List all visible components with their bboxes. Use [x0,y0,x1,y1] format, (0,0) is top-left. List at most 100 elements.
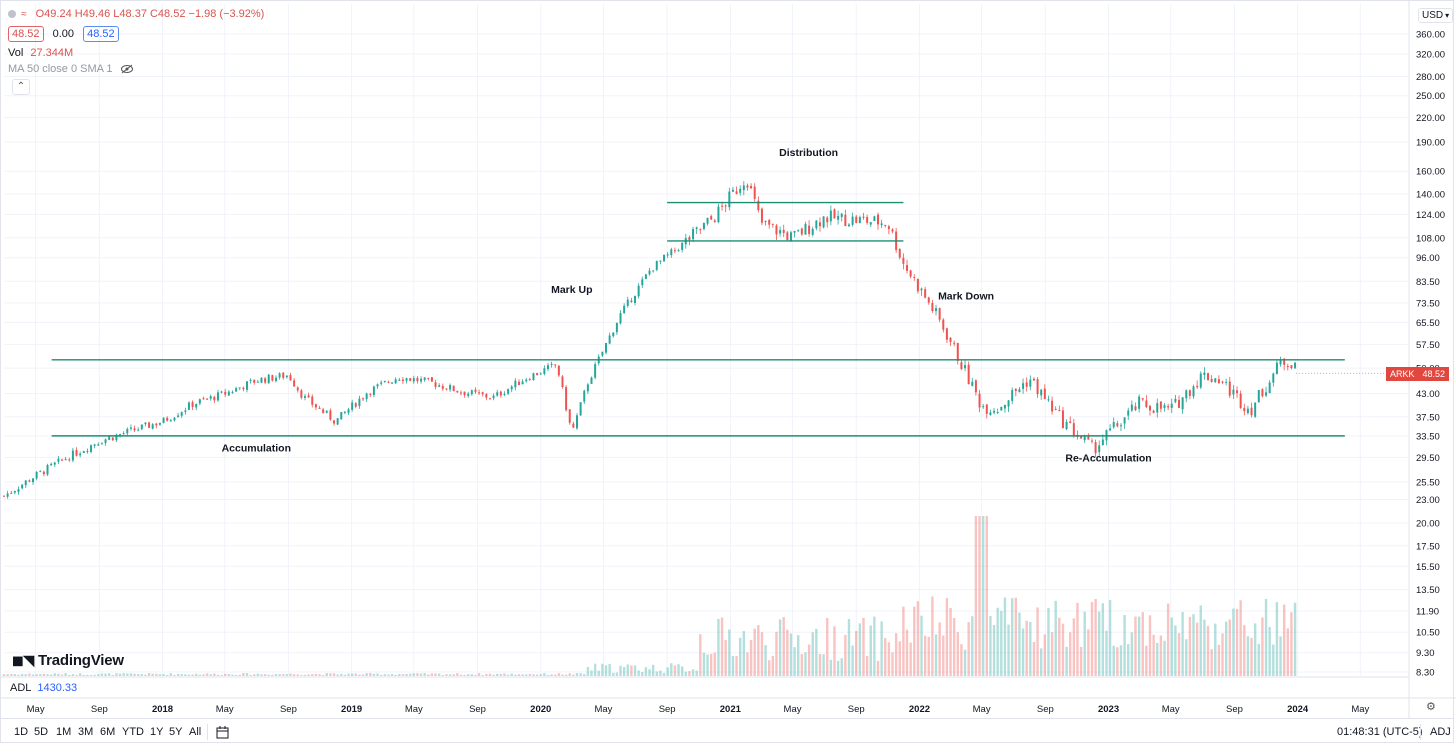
clock-readout[interactable]: 01:48:31 (UTC-5) [1337,726,1423,738]
adj-toggle[interactable]: ADJ [1430,726,1451,738]
range-button-1m[interactable]: 1M [56,726,72,738]
candle-body [953,342,956,344]
volume-bar [1253,623,1257,676]
volume-bar [1203,619,1206,676]
candle-body [666,254,669,256]
range-button-5y[interactable]: 5Y [169,726,183,738]
candle-body [637,285,640,297]
phase-label[interactable]: Accumulation [222,443,291,455]
volume-bar [923,635,927,676]
volume-bar [575,673,579,676]
candle-body [993,410,996,413]
phase-label[interactable]: Re-Accumulation [1065,452,1151,464]
volume-bar [847,619,851,676]
candle-body [586,384,589,392]
volume-bar [1032,642,1036,676]
volume-bar [913,606,916,676]
candle-body [64,459,67,461]
range-button-6m[interactable]: 6M [100,726,116,738]
currency-selector[interactable]: USD ▾ [1418,8,1454,23]
chevron-down-icon: ▾ [1445,11,1450,20]
candle-body [1196,385,1199,388]
ask-price-box[interactable]: 48.52 [83,26,119,42]
bid-price-box[interactable]: 48.52 [8,26,44,42]
volume-bar [615,672,619,676]
volume-bar [1181,611,1184,676]
candle-body [108,436,111,440]
candle-body [57,458,60,462]
candle-body [485,394,488,398]
volume-bar [394,674,397,676]
volume-bar [503,673,506,676]
volume-bar [1293,602,1297,676]
volume-bar [786,629,789,676]
price-tick-label: 73.50 [1416,298,1440,309]
candle-body [974,380,977,393]
phase-label[interactable]: Distribution [779,147,838,159]
annotation-lines[interactable]: Distribution Mark Up Mark Down Accumulation… [51,147,1345,464]
volume-bar [648,669,651,676]
range-button-5d[interactable]: 5D [34,726,49,738]
volume-bar [136,674,140,676]
volume-bar [884,638,887,676]
volume-bar [572,674,575,676]
volume-bar [525,674,528,676]
candle-body [1065,421,1068,429]
candle-body [220,391,223,393]
range-button-ytd[interactable]: YTD [122,726,144,738]
volume-bar [10,674,13,676]
candle-body [521,381,524,385]
candle-body [920,288,923,291]
candle-body [728,191,731,208]
candle-body [789,232,792,242]
volume-bar [1134,616,1137,676]
candle-body [1243,408,1246,412]
time-axis[interactable]: May Sep 2018 May Sep 2019 May Sep 2020 May Sep 2021… [27,704,1370,715]
hidden-eye-icon[interactable] [120,64,134,74]
collapse-legend-button[interactable]: ⌃ [12,79,30,95]
time-tick-label: Sep [280,704,297,715]
volume-bar [184,674,187,676]
candle-body [949,337,952,342]
price-tick-label: 220.00 [1416,113,1445,124]
volume-bar [985,516,988,676]
candle-body [169,420,172,422]
volume-bar [662,672,666,676]
range-button-1d[interactable]: 1D [14,726,29,738]
volume-bar [1163,640,1166,676]
volume-bar [383,674,386,676]
volume-bar [666,667,669,676]
calendar-icon[interactable] [216,725,230,739]
candle-body [568,409,571,423]
price-tick-label: 9.30 [1416,648,1435,659]
range-button-1y[interactable]: 1Y [150,726,164,738]
candle-body [104,439,107,443]
compare-icon[interactable]: ≈ [21,9,27,20]
candle-body [594,364,597,378]
settings-gear-icon[interactable]: ⚙ [1426,701,1436,713]
candle-body [17,489,20,492]
adl-legend: ADL 1430.33 [10,682,77,694]
volume-bar [441,674,445,676]
candle-body [187,402,190,410]
range-button-3m[interactable]: 3M [78,726,94,738]
candle-body [561,376,564,388]
time-tick-label: 2020 [530,704,551,715]
volume-bar [1232,608,1235,676]
volume-bar [557,673,561,676]
volume-bar [165,674,169,676]
phase-label[interactable]: Mark Down [938,290,994,302]
price-axis[interactable]: 360.00 320.00 280.00 250.00 220.00 190.00 160.… [1416,30,1445,679]
candle-body [372,386,375,396]
time-tick-label: May [973,704,991,715]
candle-body [213,396,216,401]
volume-bar [554,674,557,676]
candle-body [989,412,992,415]
volume-bar [71,674,75,676]
price-tick-label: 320.00 [1416,49,1445,60]
candle-body [982,406,985,408]
range-button-all[interactable]: All [189,726,202,738]
time-tick-label: Sep [1226,704,1243,715]
phase-label[interactable]: Mark Up [551,284,592,296]
